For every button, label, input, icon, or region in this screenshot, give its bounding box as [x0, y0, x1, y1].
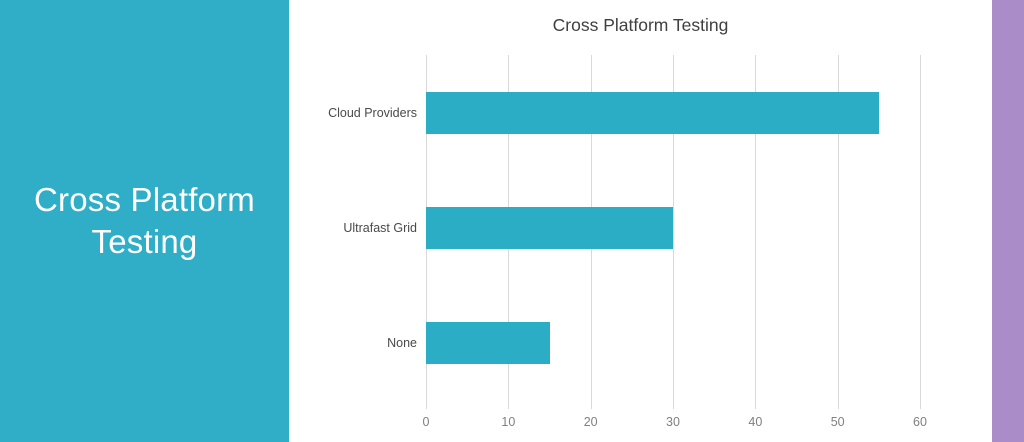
bar-row: None	[387, 285, 920, 400]
x-tick-label: 50	[830, 415, 845, 429]
x-tick-label: 30	[666, 415, 680, 429]
bar	[426, 321, 550, 364]
slide-title-line-1: Cross Platform	[33, 181, 255, 218]
gridline	[920, 55, 921, 409]
bar	[426, 206, 673, 249]
gridline	[673, 55, 674, 409]
slide-title-line-2: Testing	[91, 223, 198, 260]
bar-row: Cloud Providers	[328, 55, 920, 170]
chart-region: Cross Platform Testing 0 10 20 30 40 50 60 Clou…	[289, 0, 992, 442]
x-tick-label: 0	[422, 415, 430, 429]
left-panel: Cross Platform Testing	[0, 0, 289, 442]
gridline	[755, 55, 757, 409]
x-tick-label: 20	[583, 415, 598, 429]
plot-area: 0 10 20 30 40 50 60 Cloud Providers Ultrafast Gr…	[328, 55, 927, 429]
slide-title: Cross Platform Testing	[34, 179, 255, 263]
category-label: None	[387, 335, 417, 350]
x-tick-label: 40	[748, 415, 763, 429]
bar-row: Ultrafast Grid	[343, 170, 920, 285]
category-label: Ultrafast Grid	[343, 220, 417, 235]
x-tick-label: 10	[501, 415, 516, 429]
bar	[426, 91, 879, 134]
category-label: Cloud Providers	[328, 105, 417, 120]
right-accent-strip	[992, 0, 1024, 442]
chart-title: Cross Platform Testing	[552, 15, 729, 35]
x-tick-label: 60	[913, 415, 927, 429]
gridline	[837, 55, 839, 409]
